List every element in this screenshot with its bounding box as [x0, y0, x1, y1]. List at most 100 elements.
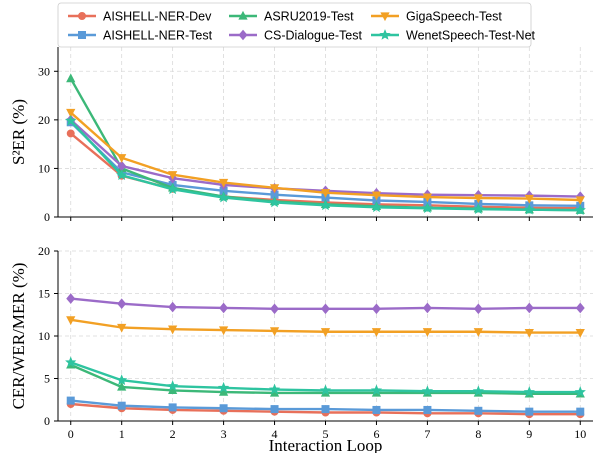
data-point: [575, 328, 585, 338]
legend-label: CS-Dialogue-Test: [264, 29, 362, 43]
data-point: [116, 374, 128, 385]
data-point: [217, 191, 230, 203]
legend-marker: [379, 29, 391, 40]
legend-entry-asru2019-test: ASRU2019-Test: [229, 10, 354, 24]
series-aishell-ner-test: [66, 396, 585, 416]
data-point: [65, 114, 77, 126]
y-axis-label: CER/WER/MER (%): [9, 263, 28, 410]
legend-entry-aishell-ner-dev: AISHELL-NER-Dev: [68, 10, 212, 24]
data-point: [320, 328, 331, 337]
data-point: [370, 201, 383, 213]
data-point: [117, 298, 127, 309]
error-rate-panel: 0 5 10 15 20 0 1 2 3 4 5 6 7 8 9 10 CER/WER/MER (%) Inter…: [9, 244, 593, 453]
data-point: [576, 407, 585, 416]
legend-entry-wenetspeech-test-net: WenetSpeech-Test-Net: [371, 29, 536, 43]
data-point: [370, 384, 383, 396]
data-point: [168, 403, 177, 412]
data-point: [168, 301, 178, 313]
series-wenetspeech-test-net: [65, 114, 586, 215]
x-tick-label: 3: [221, 427, 227, 441]
legend-marker: [238, 29, 248, 41]
x-tick-label: 0: [68, 427, 74, 441]
data-point: [217, 381, 230, 393]
data-point: [270, 303, 280, 315]
data-point: [575, 302, 585, 314]
data-point: [574, 204, 586, 215]
legend-entry-gigaspeech-test: GigaSpeech-Test: [371, 10, 502, 24]
data-point: [218, 326, 229, 336]
data-point: [168, 171, 178, 180]
data-point: [524, 194, 534, 204]
series-gigaspeech-test: [66, 316, 585, 338]
data-point: [219, 404, 228, 413]
legend-frame: [57, 2, 532, 48]
data-point: [167, 380, 179, 391]
y-tick-label: 30: [38, 64, 50, 78]
y-tick-label: 10: [38, 161, 50, 175]
y-axis-label: S²ER (%): [9, 99, 28, 165]
data-point: [66, 108, 76, 118]
data-point: [218, 178, 229, 188]
data-point: [472, 203, 484, 215]
data-point: [474, 406, 483, 415]
y-tick-label: 5: [44, 372, 50, 386]
series-wenetspeech-test-net: [65, 356, 586, 397]
data-point: [168, 325, 178, 335]
data-point: [574, 386, 586, 397]
data-point: [65, 356, 77, 368]
legend-label: ASRU2019-Test: [264, 10, 354, 24]
legend-entry-cs-dialogue-test: CS-Dialogue-Test: [229, 29, 362, 43]
legend-label: AISHELL-NER-Dev: [103, 10, 212, 24]
data-point: [66, 73, 76, 83]
data-point: [321, 303, 330, 315]
data-point: [422, 302, 432, 314]
data-point: [371, 303, 381, 315]
data-point: [270, 405, 279, 414]
data-point: [320, 189, 331, 198]
data-point: [117, 401, 126, 410]
data-point: [422, 193, 433, 203]
legend-entry-aishell-ner-test: AISHELL-NER-Test: [68, 29, 213, 43]
legend-label: WenetSpeech-Test-Net: [406, 29, 536, 43]
y-tick-label: 15: [38, 287, 50, 301]
data-point: [66, 129, 75, 138]
x-tick-label: 6: [373, 427, 379, 441]
data-point: [371, 191, 382, 201]
data-point: [421, 202, 434, 214]
data-point: [117, 154, 127, 163]
data-point: [66, 396, 75, 405]
data-point: [117, 381, 127, 391]
y-tick-label: 0: [44, 414, 50, 428]
data-point: [268, 383, 281, 395]
data-point: [575, 196, 585, 206]
x-tick-label: 7: [424, 427, 430, 441]
data-point: [268, 196, 281, 208]
data-point: [372, 405, 381, 414]
series-cs-dialogue-test: [66, 293, 585, 315]
x-tick-label: 2: [170, 427, 176, 441]
data-point: [525, 407, 534, 416]
data-point: [117, 323, 127, 333]
y-tick-label: 20: [38, 244, 50, 258]
legend-marker: [380, 12, 390, 22]
data-point: [421, 385, 434, 397]
x-axis-label: Interaction Loop: [269, 436, 383, 453]
x-tick-label: 4: [272, 427, 278, 441]
legend: AISHELL-NER-Dev ASRU2019-Test GigaSpeech-T…: [57, 2, 536, 48]
data-point: [524, 302, 534, 314]
legend-marker: [238, 10, 248, 20]
data-point: [66, 316, 76, 326]
data-point: [219, 302, 229, 314]
data-point: [167, 183, 179, 195]
x-tick-label: 5: [323, 427, 329, 441]
legend-label: AISHELL-NER-Test: [103, 29, 213, 43]
series-cs-dialogue-test: [66, 114, 585, 202]
x-tick-label: 1: [119, 427, 125, 441]
data-point: [472, 385, 484, 397]
data-point: [473, 194, 483, 204]
y-tick-label: 20: [38, 113, 50, 127]
legend-marker: [78, 30, 87, 39]
data-point: [524, 328, 534, 338]
x-tick-label: 10: [574, 427, 586, 441]
